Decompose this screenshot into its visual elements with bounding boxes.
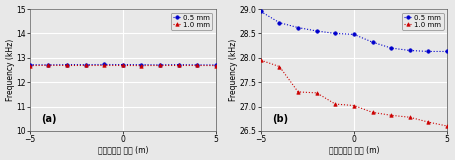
0.5 mm <box>27 64 32 66</box>
Text: (b): (b) <box>272 114 288 124</box>
0.5 mm <box>64 64 70 66</box>
0.5 mm <box>370 41 375 43</box>
1.0 mm <box>314 92 319 94</box>
Legend: 0.5 mm, 1.0 mm: 0.5 mm, 1.0 mm <box>171 12 212 30</box>
0.5 mm <box>258 11 263 12</box>
Line: 1.0 mm: 1.0 mm <box>28 64 217 67</box>
0.5 mm <box>333 32 338 34</box>
0.5 mm <box>195 64 200 66</box>
1.0 mm <box>213 65 218 67</box>
0.5 mm <box>277 22 282 24</box>
X-axis label: 누수공과의 거리 (m): 누수공과의 거리 (m) <box>329 145 379 154</box>
0.5 mm <box>157 64 163 66</box>
1.0 mm <box>389 114 394 116</box>
0.5 mm <box>426 51 431 52</box>
1.0 mm <box>176 64 182 66</box>
1.0 mm <box>407 116 413 118</box>
0.5 mm <box>389 47 394 49</box>
1.0 mm <box>120 64 126 66</box>
0.5 mm <box>444 51 450 52</box>
1.0 mm <box>351 105 357 107</box>
0.5 mm <box>295 27 301 28</box>
0.5 mm <box>407 49 413 51</box>
Line: 0.5 mm: 0.5 mm <box>28 63 217 67</box>
1.0 mm <box>139 65 144 67</box>
1.0 mm <box>258 59 263 61</box>
0.5 mm <box>46 64 51 66</box>
X-axis label: 누수공과의 거리 (m): 누수공과의 거리 (m) <box>97 145 148 154</box>
1.0 mm <box>295 91 301 93</box>
1.0 mm <box>195 64 200 66</box>
Text: (a): (a) <box>41 114 56 124</box>
0.5 mm <box>314 30 319 32</box>
Legend: 0.5 mm, 1.0 mm: 0.5 mm, 1.0 mm <box>402 12 444 30</box>
1.0 mm <box>64 64 70 66</box>
Y-axis label: Frequency (kHz): Frequency (kHz) <box>229 39 238 101</box>
1.0 mm <box>157 64 163 66</box>
Y-axis label: Frequency (kHz): Frequency (kHz) <box>5 39 15 101</box>
Line: 0.5 mm: 0.5 mm <box>259 10 449 53</box>
1.0 mm <box>83 64 88 66</box>
1.0 mm <box>444 125 450 127</box>
0.5 mm <box>101 64 107 65</box>
0.5 mm <box>139 64 144 66</box>
1.0 mm <box>333 103 338 105</box>
1.0 mm <box>426 121 431 123</box>
1.0 mm <box>370 111 375 113</box>
1.0 mm <box>277 66 282 68</box>
1.0 mm <box>46 64 51 66</box>
1.0 mm <box>27 65 32 67</box>
0.5 mm <box>83 64 88 66</box>
0.5 mm <box>176 64 182 66</box>
0.5 mm <box>351 33 357 35</box>
0.5 mm <box>120 64 126 66</box>
0.5 mm <box>213 64 218 66</box>
1.0 mm <box>101 64 107 66</box>
Line: 1.0 mm: 1.0 mm <box>259 59 449 128</box>
